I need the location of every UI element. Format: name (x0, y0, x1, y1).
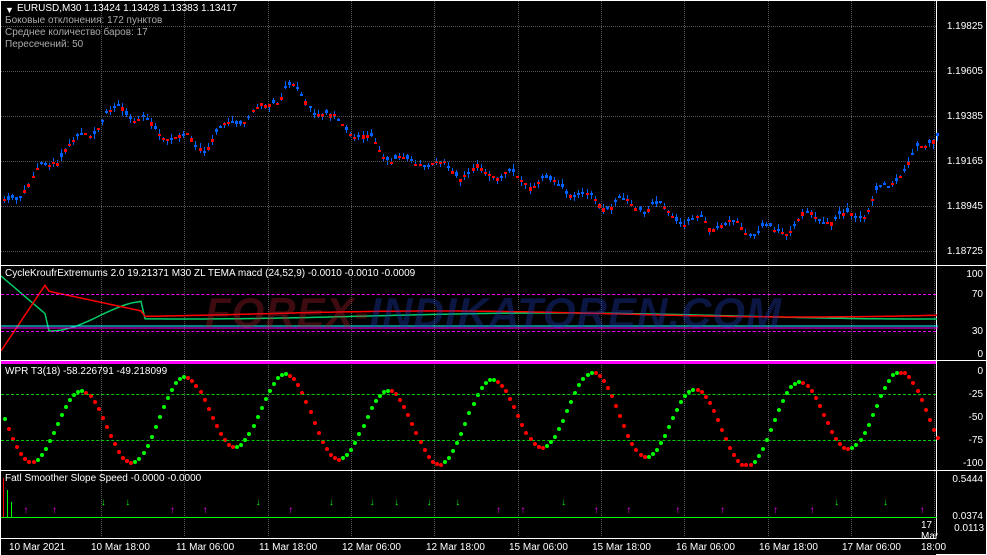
symbol-label: EURUSD,M30 1.13424 1.13428 1.13383 1.134… (17, 3, 237, 14)
stat-line-1: Боковые отклонения: 172 пунктов (5, 15, 162, 26)
time-axis: 10 Mar 202110 Mar 18:0011 Mar 06:0011 Ma… (1, 538, 936, 555)
symbol-dropdown-icon[interactable]: ▼ (5, 5, 14, 15)
main-price-panel[interactable]: ▼ EURUSD,M30 1.13424 1.13428 1.13383 1.1… (1, 1, 986, 266)
stat-line-3: Пересечений: 50 (5, 39, 83, 50)
indicator-panel-fatl[interactable]: Fatl Smoother Slope Speed -0.0000 -0.000… (1, 471, 986, 536)
cycle-y-axis: 10070300 (936, 266, 986, 360)
cycle-label: CycleKroufrExtremums 2.0 19.21371 M30 ZL… (5, 268, 415, 279)
indicator-panel-cycle[interactable]: CycleKroufrExtremums 2.0 19.21371 M30 ZL… (1, 266, 986, 361)
indicator-panel-wpr[interactable]: WPR T3(18) -58.226791 -49.218099 0-25-50… (1, 361, 986, 471)
wpr-y-axis: 0-25-50-75-100 (936, 361, 986, 470)
stat-line-2: Среднее количество баров: 17 (5, 27, 148, 38)
wpr-top-line (1, 361, 936, 364)
main-y-axis: 1.198251.196051.193851.191651.189451.187… (936, 1, 986, 265)
fatl-label: Fatl Smoother Slope Speed -0.0000 -0.000… (5, 473, 201, 484)
mt4-chart-window[interactable]: ▼ EURUSD,M30 1.13424 1.13428 1.13383 1.1… (0, 0, 987, 555)
cycle-lines-svg (1, 266, 938, 361)
wpr-label: WPR T3(18) -58.226791 -49.218099 (5, 366, 167, 377)
